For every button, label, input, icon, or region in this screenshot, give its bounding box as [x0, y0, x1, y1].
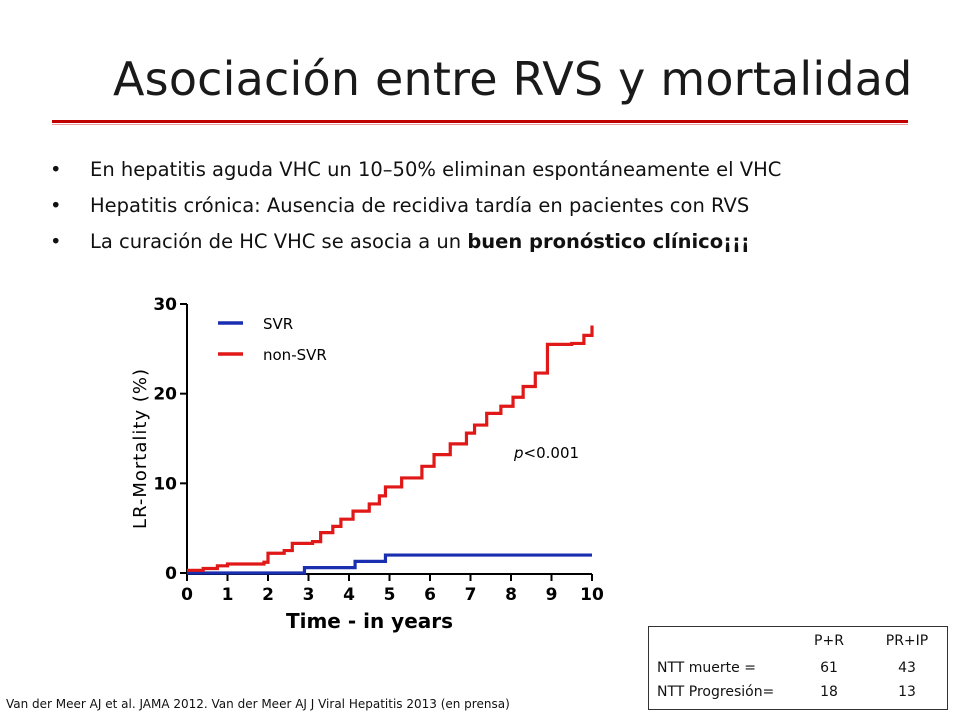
legend-label: non-SVR: [263, 346, 327, 364]
x-tick-label: 8: [505, 585, 517, 605]
y-tick-label: 30: [153, 295, 177, 315]
bullet-dot-icon: •: [50, 194, 62, 217]
x-tick-label: 6: [424, 585, 436, 605]
x-tick-label: 4: [343, 585, 355, 605]
y-tick-label: 0: [165, 564, 177, 584]
x-tick-label: 10: [580, 585, 604, 605]
bullet-dot-icon: •: [50, 158, 62, 181]
slide-title: Asociación entre RVS y mortalidad: [113, 52, 913, 106]
title-underline: [52, 120, 908, 123]
ntt-cell: 18: [820, 684, 838, 700]
series-line-svr: [187, 553, 592, 575]
bullet-dot-icon: •: [50, 230, 62, 253]
y-tick-label: 10: [153, 474, 177, 494]
x-tick-label: 7: [465, 585, 477, 605]
mortality-chart: 0 10 20 30 0 1 2 3 4 5 6 7 8 9 10 Time - in years LR-Mor…: [130, 295, 604, 633]
legend-label: SVR: [263, 315, 293, 333]
bullet-suffix-text: ¡¡¡: [723, 230, 750, 253]
ntt-cell: 61: [820, 660, 838, 676]
bullet-text: Hepatitis crónica: Ausencia de recidiva …: [90, 194, 750, 217]
y-tick-label: 20: [153, 385, 177, 405]
y-axis-label: LR-Mortality (%): [130, 368, 151, 529]
x-tick-label: 2: [262, 585, 274, 605]
bullet-item-1: • En hepatitis aguda VHC un 10–50% elimi…: [50, 152, 781, 188]
ntt-row-label: NTT muerte =: [657, 660, 756, 676]
bullet-list: • En hepatitis aguda VHC un 10–50% elimi…: [50, 152, 781, 260]
ntt-cell: 43: [898, 660, 916, 676]
ntt-cell: 13: [898, 684, 916, 700]
series-line-non-svr: [187, 325, 594, 572]
p-value-annotation: p<0.001: [513, 444, 579, 462]
ntt-row-muerte: NTT muerte = 61 43: [657, 660, 937, 680]
ntt-row-label: NTT Progresión=: [657, 684, 775, 700]
bullet-item-3: • La curación de HC VHC se asocia a un b…: [50, 224, 781, 260]
reference-citation: Van der Meer AJ et al. JAMA 2012. Van de…: [6, 697, 510, 711]
x-tick-label: 9: [546, 585, 558, 605]
ntt-header-row: P+R PR+IP: [657, 633, 937, 653]
bullet-text: La curación de HC VHC se asocia a un: [90, 230, 468, 253]
x-tick-label: 5: [384, 585, 396, 605]
bullet-item-2: • Hepatitis crónica: Ausencia de recidiv…: [50, 188, 781, 224]
x-axis-label: Time - in years: [286, 609, 453, 633]
x-tick-label: 0: [181, 585, 193, 605]
x-tick-label: 3: [303, 585, 315, 605]
ntt-table: P+R PR+IP NTT muerte = 61 43 NTT Progres…: [648, 626, 948, 710]
ntt-row-progresion: NTT Progresión= 18 13: [657, 684, 937, 704]
ntt-header-pr: P+R: [814, 633, 844, 649]
x-tick-label: 1: [222, 585, 234, 605]
title-underline-shadow: [52, 124, 908, 125]
ntt-header-prip: PR+IP: [885, 633, 929, 649]
bullet-text: En hepatitis aguda VHC un 10–50% elimina…: [90, 158, 782, 181]
bullet-bold-text: buen pronóstico clínico: [467, 230, 724, 253]
